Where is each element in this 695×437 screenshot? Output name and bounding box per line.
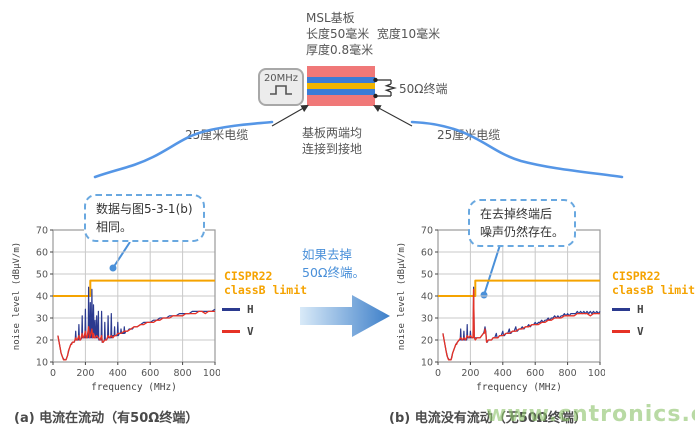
legend-swatch-h xyxy=(222,308,240,311)
svg-text:1000: 1000 xyxy=(588,368,605,379)
board-layer-lower-blue xyxy=(307,89,375,95)
svg-text:frequency (MHz): frequency (MHz) xyxy=(476,382,562,393)
legend-chart-a: H V xyxy=(222,303,254,338)
transition-note: 如果去掉 50Ω终端。 xyxy=(302,246,365,282)
callout-a-pointer xyxy=(109,241,131,272)
svg-text:400: 400 xyxy=(494,368,512,379)
board-layer-yellow-trace xyxy=(307,83,375,89)
signal-source-box: 20MHz xyxy=(258,68,304,106)
svg-text:50: 50 xyxy=(421,270,433,281)
svg-text:600: 600 xyxy=(526,368,544,379)
cable-right-graphic xyxy=(410,120,624,179)
transition-note-line1: 如果去掉 xyxy=(302,247,353,262)
board-spec-block: MSL基板 长度50毫米 宽度10毫米 厚度0.8毫米 xyxy=(306,10,440,59)
callout-a-line1: 数据与图5-3-1(b) xyxy=(96,202,193,216)
svg-text:800: 800 xyxy=(174,368,192,379)
caption-chart-a: (a) 电流在流动（有50Ω终端） xyxy=(14,411,199,426)
svg-text:60: 60 xyxy=(36,248,48,259)
board-dimensions-line2: 厚度0.8毫米 xyxy=(306,43,374,58)
svg-text:400: 400 xyxy=(109,368,127,379)
board-layer-upper-blue xyxy=(307,77,375,83)
board-layer-bottom-red xyxy=(307,95,375,106)
board-layer-top-red xyxy=(307,66,375,77)
svg-text:200: 200 xyxy=(461,368,479,379)
legend-item-v: V xyxy=(222,325,254,338)
svg-text:0: 0 xyxy=(435,368,441,379)
right-arrow-icon xyxy=(300,295,390,337)
svg-text:10: 10 xyxy=(421,358,433,369)
svg-text:0: 0 xyxy=(50,368,56,379)
svg-text:noise level (dBμV/m): noise level (dBμV/m) xyxy=(397,242,407,350)
cable-left-graphic xyxy=(93,120,274,179)
ground-note-line2: 连接到接地 xyxy=(302,142,363,157)
chart-b-plot: 10 20 30 40 50 60 70 0 200 400 600 800 1000 frequency… xyxy=(397,226,605,394)
svg-text:20: 20 xyxy=(36,336,48,347)
ground-note-line1: 基板两端均 xyxy=(302,126,363,140)
svg-text:600: 600 xyxy=(141,368,159,379)
cispr-limit-label-b: CISPR22 classB limit xyxy=(612,269,695,298)
svg-text:40: 40 xyxy=(36,292,48,303)
cispr-limit-label-a: CISPR22 classB limit xyxy=(224,269,308,298)
ground-pointer-left xyxy=(271,104,309,127)
legend-label-v: V xyxy=(637,325,644,338)
svg-text:20: 20 xyxy=(421,336,433,347)
msl-board-graphic xyxy=(307,66,375,106)
svg-text:10: 10 xyxy=(36,358,48,369)
termination-resistor-icon xyxy=(376,79,397,97)
callout-b-line2: 噪声仍然存在。 xyxy=(480,225,565,239)
chart-a-plot: 10 20 30 40 50 60 70 0 200 400 600 800 1000 frequency… xyxy=(12,226,220,394)
caption-chart-b: (b) 电流没有流动（无50Ω终端） xyxy=(389,411,587,426)
legend-label-h: H xyxy=(637,303,644,316)
svg-text:frequency (MHz): frequency (MHz) xyxy=(91,382,177,393)
svg-text:1000: 1000 xyxy=(203,368,220,379)
svg-text:800: 800 xyxy=(559,368,577,379)
callout-b-line1: 在去掉终端后 xyxy=(480,207,553,221)
legend-chart-b: H V xyxy=(612,303,644,338)
board-title: MSL基板 xyxy=(306,11,355,25)
svg-text:30: 30 xyxy=(36,314,48,325)
svg-text:50: 50 xyxy=(36,270,48,281)
legend-item-v: V xyxy=(612,325,644,338)
svg-text:40: 40 xyxy=(421,292,433,303)
callout-b-pointer xyxy=(480,244,501,299)
watermark-text: www.cntronics.com xyxy=(486,402,695,427)
pulse-wave-icon xyxy=(270,85,292,95)
board-dimensions-line1: 长度50毫米 宽度10毫米 xyxy=(306,27,441,42)
legend-swatch-h xyxy=(612,308,630,311)
callout-chart-a: 数据与图5-3-1(b) 相同。 xyxy=(84,194,205,242)
svg-text:noise level (dBμV/m): noise level (dBμV/m) xyxy=(12,242,22,350)
callout-chart-b: 在去掉终端后 噪声仍然存在。 xyxy=(468,199,577,247)
schematic-overlay xyxy=(93,77,624,179)
termination-label: 50Ω终端 xyxy=(399,82,448,96)
legend-item-h: H xyxy=(222,303,254,316)
transition-note-line2: 50Ω终端。 xyxy=(302,265,365,281)
svg-text:30: 30 xyxy=(421,314,433,325)
svg-text:60: 60 xyxy=(421,248,433,259)
callout-a-line2: 相同。 xyxy=(96,220,133,234)
svg-text:70: 70 xyxy=(421,226,433,237)
svg-text:70: 70 xyxy=(36,226,48,237)
legend-swatch-v xyxy=(222,330,240,333)
legend-label-v: V xyxy=(247,325,254,338)
legend-swatch-v xyxy=(612,330,630,333)
legend-item-h: H xyxy=(612,303,644,316)
svg-text:200: 200 xyxy=(76,368,94,379)
legend-label-h: H xyxy=(247,303,254,316)
ground-pointer-right xyxy=(373,104,413,127)
source-frequency-label: 20MHz xyxy=(263,73,299,84)
ground-note: 基板两端均 连接到接地 xyxy=(302,125,362,157)
